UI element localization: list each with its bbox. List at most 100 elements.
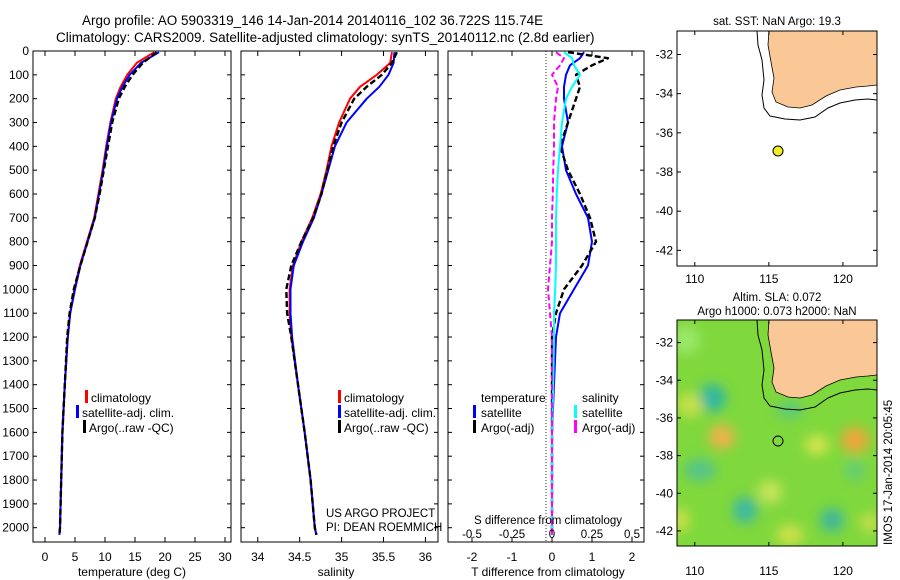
sla-blob-low xyxy=(776,402,804,418)
sla-blob-low xyxy=(845,460,865,480)
sla-blob-high xyxy=(841,427,869,453)
sst_map-y-tick-label: -40 xyxy=(656,204,674,218)
sla-map-panel: Altim. SLA: 0.072 Argo h1000: 0.073 h200… xyxy=(656,292,878,578)
difference-x-tick-label: 1 xyxy=(589,550,596,564)
depth-tick-label: 1900 xyxy=(2,497,29,511)
difference-x-tick-label: 0 xyxy=(549,550,556,564)
temperature-x-tick-label: 30 xyxy=(218,550,232,564)
difference-series-line-0 xyxy=(551,51,593,535)
difference-s-tick-label: -0.5 xyxy=(462,529,482,541)
sla_map-y-tick-label: -34 xyxy=(656,373,674,387)
legend-title-temperature: temperature xyxy=(481,391,546,405)
sst-map-x-ticks: 110 115 120 xyxy=(685,31,853,286)
sst-map-y-ticks: -32 -34 -36 -38 -40 -42 xyxy=(656,48,877,257)
legend-label-sal-argo: Argo(-adj) xyxy=(582,421,635,435)
difference-s-tick-label: 0.25 xyxy=(581,529,603,541)
temperature-x-tick-label: 20 xyxy=(158,550,172,564)
depth-tick-label: 1600 xyxy=(2,425,29,439)
sst_map-y-tick-label: -32 xyxy=(656,48,674,62)
sla-blob-low xyxy=(684,459,716,481)
depth-tick-label: 600 xyxy=(9,187,29,201)
sla-blob-high xyxy=(860,513,877,533)
sst_map-y-tick-label: -36 xyxy=(656,126,674,140)
difference-x-tick-label: -2 xyxy=(467,550,478,564)
temperature-x-tick-label: 5 xyxy=(72,550,79,564)
sla-blob-high xyxy=(758,480,782,504)
salinity-x-ticks: 34 34.5 35 35.5 36 xyxy=(241,50,438,564)
depth-tick-label: 500 xyxy=(9,163,29,177)
difference-s-tick-label: 0 xyxy=(549,529,555,541)
legend-title-salinity: salinity xyxy=(582,391,619,405)
difference-series-line-1 xyxy=(550,51,610,535)
timestamp-stamp: IMOS 17-Jan-2014 20:05:45 xyxy=(883,400,895,545)
sla-blob-high xyxy=(677,393,703,417)
salinity-x-tick-label: 34 xyxy=(251,550,265,564)
salinity-axes-frame xyxy=(240,50,439,543)
sst-map-title: sat. SST: NaN Argo: 19.3 xyxy=(713,16,841,28)
temperature-legend: climatology satellite-adj. clim. Argo(..… xyxy=(76,390,174,435)
legend-label-temp-satellite: satellite xyxy=(481,406,522,420)
salinity-series-line-2 xyxy=(285,51,398,536)
sla-blob-low xyxy=(820,508,844,532)
legend-swatch-satellite-adj xyxy=(76,405,79,418)
difference-s-ticks: -0.5 -0.25 0 0.25 0.5 xyxy=(462,529,640,541)
depth-tick-label: 1800 xyxy=(2,473,29,487)
sla-blob-high xyxy=(709,425,735,449)
sst-map-panel: sat. SST: NaN Argo: 19.3 110 115 120 -32-3… xyxy=(656,16,878,286)
temperature-axes-frame xyxy=(32,50,232,543)
salinity-series-line-1 xyxy=(289,52,396,536)
sla-map-x-ticks: 110 115 120 xyxy=(685,320,853,578)
depth-tick-label: 200 xyxy=(9,92,29,106)
temperature-x-tick-label: 25 xyxy=(188,550,202,564)
temperature-x-tick-label: 0 xyxy=(42,550,49,564)
legend-swatch-climatology xyxy=(338,390,341,403)
difference-x-tick-label: 2 xyxy=(629,550,636,564)
argo-position-marker xyxy=(772,435,784,447)
depth-tick-label: 700 xyxy=(9,211,29,225)
sla_map-x-tick-label: 120 xyxy=(833,564,853,578)
argo-position-marker xyxy=(772,145,784,157)
sla-blob-high xyxy=(677,508,690,532)
difference-legend: temperature salinity satellite Argo(-adj… xyxy=(473,391,635,435)
sla-map-subtitle: Argo h1000: 0.073 h2000: NaN xyxy=(697,306,856,318)
difference-series-layer xyxy=(547,51,610,535)
sst_map-x-tick-label: 120 xyxy=(833,272,853,286)
depth-tick-label: 900 xyxy=(9,259,29,273)
legend-label-sal-satellite: satellite xyxy=(582,406,623,420)
sla_map-y-tick-label: -40 xyxy=(656,486,674,500)
salinity-legend: climatology satellite-adj. clim. Argo(..… xyxy=(338,390,436,435)
sst_map-y-tick-label: -42 xyxy=(656,243,674,257)
sla-blob-high xyxy=(776,525,804,545)
sst_map-x-tick-label: 115 xyxy=(759,272,778,286)
temperature-series-layer xyxy=(58,51,160,535)
depth-tick-label: 1400 xyxy=(2,378,29,392)
sla-blob-high xyxy=(805,435,829,455)
difference-s-axis-label: S difference from climatology xyxy=(474,515,622,527)
difference-s-tick-label: -0.25 xyxy=(499,529,525,541)
shelf-contour xyxy=(756,31,877,121)
sla_map-y-tick-label: -38 xyxy=(656,449,674,463)
legend-label-satellite-adj: satellite-adj. clim. xyxy=(82,406,174,420)
salinity-x-tick-label: 36 xyxy=(419,550,433,564)
sla-map-y-ticks: -32 -34 -36 -38 -40 -42 xyxy=(656,336,877,538)
legend-swatch-argo xyxy=(338,420,341,433)
salinity-x-tick-label: 35.5 xyxy=(372,550,396,564)
legend-label-argo: Argo(..raw -QC) xyxy=(344,421,429,435)
sla_map-y-tick-label: -32 xyxy=(656,336,674,350)
difference-plot-area xyxy=(545,51,610,542)
legend-label-satellite-adj: satellite-adj. clim. xyxy=(344,406,436,420)
depth-tick-label: 2000 xyxy=(2,521,29,535)
temperature-series-line-2 xyxy=(58,51,158,535)
sla_map-x-tick-label: 110 xyxy=(685,564,704,578)
difference-s-tick-label: 0.5 xyxy=(624,529,640,541)
temperature-panel: 0100200300400500600700800900100011001200… xyxy=(2,44,232,579)
sla-blob-high xyxy=(677,326,700,354)
depth-tick-label: 800 xyxy=(9,235,29,249)
depth-tick-label: 1500 xyxy=(2,402,29,416)
sla-map-area xyxy=(677,320,877,546)
legend-label-climatology: climatology xyxy=(91,391,151,405)
sla_map-y-tick-label: -42 xyxy=(656,524,674,538)
salinity-x-tick-label: 35 xyxy=(335,550,349,564)
temperature-plot-area xyxy=(58,51,160,535)
